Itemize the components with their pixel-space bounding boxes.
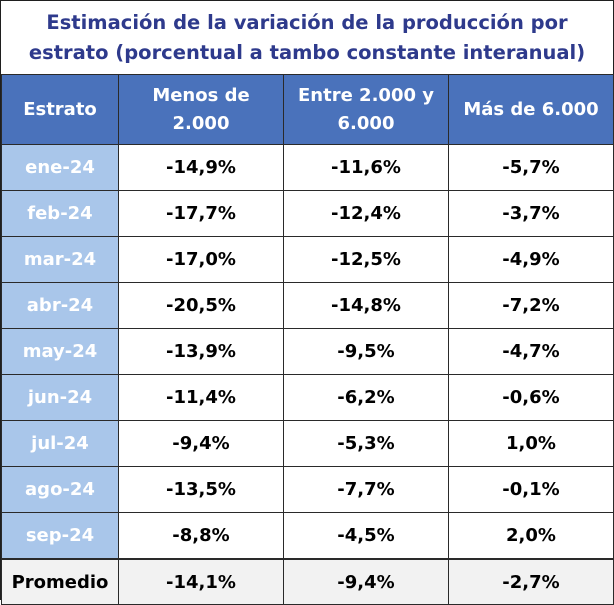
value-cell: -12,4% <box>283 190 449 237</box>
column-header-line: Estrato <box>23 98 97 120</box>
value-cell: -5,3% <box>283 420 449 467</box>
column-header-menos-2000: Menos de 2.000 <box>118 74 284 145</box>
average-value-cell: -14,1% <box>118 558 284 605</box>
average-value-cell: -9,4% <box>283 558 449 605</box>
column-header-line: 2.000 <box>172 112 230 134</box>
average-value-cell: -2,7% <box>448 558 614 605</box>
column-header-mas-6000: Más de 6.000 <box>448 74 614 145</box>
column-header-line: Menos de <box>152 84 250 106</box>
value-cell: -3,7% <box>448 190 614 237</box>
value-cell: -7,7% <box>283 466 449 513</box>
value-cell: -9,5% <box>283 328 449 375</box>
month-cell: jun-24 <box>1 374 119 421</box>
value-cell: -13,5% <box>118 466 284 513</box>
value-cell: 1,0% <box>448 420 614 467</box>
column-header-entre-2000-6000: Entre 2.000 y 6.000 <box>283 74 449 145</box>
value-cell: -4,9% <box>448 236 614 283</box>
column-header-line: Más de 6.000 <box>463 98 599 120</box>
month-cell: mar-24 <box>1 236 119 283</box>
value-cell: -11,6% <box>283 144 449 191</box>
value-cell: -11,4% <box>118 374 284 421</box>
column-header-line: 6.000 <box>337 112 395 134</box>
month-cell: abr-24 <box>1 282 119 329</box>
month-cell: sep-24 <box>1 512 119 560</box>
table-row: sep-24 -8,8% -4,5% 2,0% <box>1 512 614 560</box>
month-cell: ago-24 <box>1 466 119 513</box>
header-row: Estrato Menos de 2.000 Entre 2.000 y 6.0… <box>1 74 614 145</box>
value-cell: -0,6% <box>448 374 614 421</box>
value-cell: -20,5% <box>118 282 284 329</box>
table-row: abr-24 -20,5% -14,8% -7,2% <box>1 282 614 329</box>
table-title: Estimación de la variación de la producc… <box>1 1 613 74</box>
table-body: ene-24 -14,9% -11,6% -5,7% feb-24 -17,7% -12,… <box>1 144 614 605</box>
value-cell: -0,1% <box>448 466 614 513</box>
average-label-cell: Promedio <box>1 558 119 605</box>
table-row: ago-24 -13,5% -7,7% -0,1% <box>1 466 614 513</box>
value-cell: -14,9% <box>118 144 284 191</box>
value-cell: -17,7% <box>118 190 284 237</box>
value-cell: -5,7% <box>448 144 614 191</box>
column-header-estrato: Estrato <box>1 74 119 145</box>
value-cell: -6,2% <box>283 374 449 421</box>
value-cell: -12,5% <box>283 236 449 283</box>
value-cell: -17,0% <box>118 236 284 283</box>
table-row: feb-24 -17,7% -12,4% -3,7% <box>1 190 614 237</box>
table-row: mar-24 -17,0% -12,5% -4,9% <box>1 236 614 283</box>
month-cell: ene-24 <box>1 144 119 191</box>
value-cell: -4,7% <box>448 328 614 375</box>
value-cell: -7,2% <box>448 282 614 329</box>
table-row: jun-24 -11,4% -6,2% -0,6% <box>1 374 614 421</box>
production-table: Estrato Menos de 2.000 Entre 2.000 y 6.0… <box>1 74 614 605</box>
month-cell: may-24 <box>1 328 119 375</box>
value-cell: -13,9% <box>118 328 284 375</box>
title-line-2: estrato (porcentual a tambo constante in… <box>28 40 586 64</box>
value-cell: -8,8% <box>118 512 284 560</box>
month-cell: feb-24 <box>1 190 119 237</box>
value-cell: 2,0% <box>448 512 614 560</box>
table-row: ene-24 -14,9% -11,6% -5,7% <box>1 144 614 191</box>
value-cell: -4,5% <box>283 512 449 560</box>
table-row: may-24 -13,9% -9,5% -4,7% <box>1 328 614 375</box>
value-cell: -14,8% <box>283 282 449 329</box>
month-cell: jul-24 <box>1 420 119 467</box>
value-cell: -9,4% <box>118 420 284 467</box>
column-header-line: Entre 2.000 y <box>297 84 434 106</box>
title-line-1: Estimación de la variación de la producc… <box>46 10 568 34</box>
average-row: Promedio -14,1% -9,4% -2,7% <box>1 558 614 605</box>
table-row: jul-24 -9,4% -5,3% 1,0% <box>1 420 614 467</box>
